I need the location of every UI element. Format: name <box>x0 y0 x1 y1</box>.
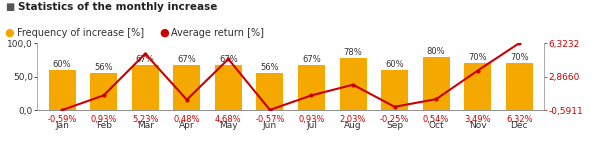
Text: 78%: 78% <box>344 48 362 57</box>
Text: Average return [%]: Average return [%] <box>171 28 264 38</box>
Text: 60%: 60% <box>385 60 404 69</box>
Bar <box>49 70 76 110</box>
Bar <box>506 63 533 110</box>
Text: Oct: Oct <box>428 121 444 130</box>
Text: May: May <box>219 121 238 130</box>
Text: 56%: 56% <box>94 63 113 72</box>
Text: ●: ● <box>5 28 14 38</box>
Text: 67%: 67% <box>136 55 155 64</box>
Text: ■: ■ <box>5 2 14 12</box>
Text: Jun: Jun <box>263 121 277 130</box>
Text: Dec: Dec <box>511 121 528 130</box>
Text: 67%: 67% <box>302 55 321 64</box>
Text: Aug: Aug <box>344 121 362 130</box>
Bar <box>256 73 283 110</box>
Text: Statistics of the monthly increase: Statistics of the monthly increase <box>18 2 217 12</box>
Text: 4,68%: 4,68% <box>215 116 242 124</box>
Bar <box>422 57 449 110</box>
Text: Feb: Feb <box>95 121 112 130</box>
Text: 0,48%: 0,48% <box>173 116 200 124</box>
Text: -0,57%: -0,57% <box>255 116 284 124</box>
Text: Apr: Apr <box>179 121 194 130</box>
Text: 6,32%: 6,32% <box>506 116 533 124</box>
Bar <box>173 65 200 110</box>
Text: 70%: 70% <box>510 53 529 62</box>
Text: Jan: Jan <box>55 121 69 130</box>
Text: 0,54%: 0,54% <box>423 116 449 124</box>
Text: -0,59%: -0,59% <box>47 116 77 124</box>
Text: Sep: Sep <box>386 121 403 130</box>
Bar <box>298 65 325 110</box>
Text: 67%: 67% <box>178 55 196 64</box>
Bar <box>340 58 367 110</box>
Text: ●: ● <box>159 28 169 38</box>
Text: -0,25%: -0,25% <box>380 116 409 124</box>
Text: Mar: Mar <box>137 121 154 130</box>
Bar <box>90 73 117 110</box>
Text: Jul: Jul <box>306 121 317 130</box>
Bar <box>215 65 242 110</box>
Text: 67%: 67% <box>219 55 238 64</box>
Text: 2,03%: 2,03% <box>340 116 366 124</box>
Text: Frequency of increase [%]: Frequency of increase [%] <box>17 28 144 38</box>
Text: 60%: 60% <box>53 60 71 69</box>
Text: 5,23%: 5,23% <box>132 116 158 124</box>
Text: 70%: 70% <box>469 53 487 62</box>
Text: 0,93%: 0,93% <box>298 116 325 124</box>
Text: 80%: 80% <box>427 47 445 55</box>
Text: 0,93%: 0,93% <box>91 116 117 124</box>
Bar <box>132 65 159 110</box>
Bar <box>381 70 408 110</box>
Text: Nov: Nov <box>469 121 487 130</box>
Text: 3,49%: 3,49% <box>464 116 491 124</box>
Bar <box>464 63 491 110</box>
Text: 56%: 56% <box>260 63 279 72</box>
